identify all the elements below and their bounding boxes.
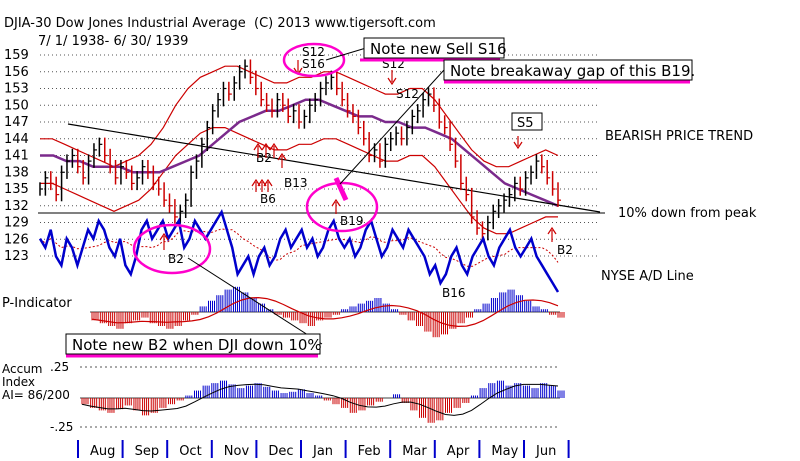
month-label: Mar bbox=[402, 444, 427, 459]
b19-note-box bbox=[443, 59, 693, 81]
arrow-up-b19 bbox=[331, 198, 341, 214]
accum-label-1: Accum bbox=[2, 362, 43, 376]
date-range: 7/ 1/ 1938- 6/ 30/ 1939 bbox=[38, 34, 188, 49]
arrow-up-dec-1 bbox=[253, 142, 263, 158]
y-tick-label: 159 bbox=[4, 48, 29, 63]
month-axis: Aug Sep Oct Nov Dec Jan Feb Mar Apr May Jun bbox=[77, 440, 570, 459]
circle-b2 bbox=[132, 223, 212, 275]
b2-note: Note new B2 when DJI down 10% bbox=[72, 336, 322, 354]
arrow-up-b2-sep bbox=[159, 232, 169, 250]
ad-label: NYSE A/D Line bbox=[601, 269, 694, 284]
sell-note: Note new Sell S16 bbox=[370, 40, 507, 58]
peak-line-label: 10% down from peak bbox=[618, 206, 757, 221]
y-tick-label: 150 bbox=[4, 98, 29, 113]
chart-title: DJIA-30 Dow Jones Industrial Average bbox=[4, 16, 246, 31]
signal-b6: B6 bbox=[260, 192, 276, 206]
y-tick-label: 138 bbox=[4, 165, 29, 180]
y-tick-label: 135 bbox=[4, 182, 29, 197]
accum-label-3: AI= 86/200 bbox=[2, 388, 70, 402]
arrow-up-b6-3 bbox=[263, 178, 273, 192]
month-label: Oct bbox=[179, 444, 201, 459]
p-indicator-bars bbox=[91, 286, 565, 338]
signal-b13: B13 bbox=[284, 176, 308, 190]
y-tick-label: 129 bbox=[4, 216, 29, 231]
signal-s5: S5 bbox=[517, 116, 534, 131]
y-tick-label: 126 bbox=[4, 232, 29, 247]
price-bands bbox=[40, 65, 559, 235]
month-label: Sep bbox=[135, 444, 160, 459]
signal-arrows bbox=[159, 60, 557, 250]
price-bars bbox=[39, 59, 561, 241]
pointer-lines bbox=[187, 47, 445, 345]
accum-bars bbox=[81, 380, 565, 423]
arrow-down-s5 bbox=[513, 136, 523, 150]
accum-tick-lower: -.25 bbox=[50, 420, 73, 434]
y-tick-label: 141 bbox=[4, 149, 29, 164]
highlights bbox=[132, 42, 379, 275]
pind-label: P-Indicator bbox=[2, 296, 72, 311]
y-tick-label: 123 bbox=[4, 249, 29, 264]
signal-b2-jun: B2 bbox=[557, 243, 573, 257]
circle-b19 bbox=[305, 181, 379, 233]
copyright: (C) 2013 www.tigersoft.com bbox=[254, 16, 436, 31]
ad-line bbox=[38, 208, 560, 293]
month-label: Feb bbox=[358, 444, 381, 459]
arrow-up-dec-4 bbox=[277, 152, 287, 168]
line-to-sell-note bbox=[325, 47, 367, 61]
signal-s12-mar-b: S12 bbox=[396, 87, 419, 101]
b2-note-box bbox=[65, 333, 321, 355]
month-label: Dec bbox=[268, 444, 293, 459]
month-label: Aug bbox=[90, 444, 115, 459]
signal-b16: B16 bbox=[442, 286, 466, 300]
month-label: May bbox=[491, 444, 518, 459]
month-label: Nov bbox=[224, 444, 250, 459]
month-label: Apr bbox=[447, 444, 470, 459]
accum-label-2: Index bbox=[2, 375, 35, 389]
signal-b19: B19 bbox=[340, 214, 364, 228]
arrow-up-dec-3 bbox=[269, 142, 279, 158]
ad-line-ma bbox=[39, 228, 559, 267]
trend-label: BEARISH PRICE TREND bbox=[605, 129, 753, 144]
accum-tick-upper: .25 bbox=[50, 360, 69, 374]
y-tick-label: 144 bbox=[4, 132, 29, 147]
b19-note: Note breakaway gap of this B19. bbox=[450, 62, 695, 80]
s5-box bbox=[511, 112, 543, 131]
y-tick-label: 156 bbox=[4, 65, 29, 80]
arrow-up-b6-2 bbox=[257, 178, 267, 192]
y-tick-label: 132 bbox=[4, 199, 29, 214]
arrow-down-s12-mar bbox=[387, 70, 397, 86]
arrow-up-b2-jun bbox=[547, 226, 557, 242]
b19-pointer bbox=[333, 176, 349, 202]
downtrend-line bbox=[67, 123, 601, 213]
accum-ma bbox=[81, 383, 559, 416]
line-to-b2-note bbox=[187, 257, 323, 345]
arrow-up-dec-2 bbox=[261, 142, 271, 158]
month-label: Jan bbox=[312, 444, 333, 459]
line-to-b19-note bbox=[339, 69, 445, 185]
signal-b2-sep: B2 bbox=[168, 252, 184, 266]
circle-s16 bbox=[282, 42, 346, 78]
y-tick-label: 147 bbox=[4, 115, 29, 130]
arrow-up-b6-1 bbox=[251, 178, 261, 192]
p-indicator-ma bbox=[91, 296, 559, 328]
signal-s12-top: S12 bbox=[302, 45, 325, 59]
signal-b2-dec: B2 bbox=[256, 151, 272, 165]
y-tick-label: 153 bbox=[4, 82, 29, 97]
signal-s16-top: S16 bbox=[302, 57, 325, 71]
month-label: Jun bbox=[535, 444, 556, 459]
sell-note-box bbox=[363, 37, 505, 59]
